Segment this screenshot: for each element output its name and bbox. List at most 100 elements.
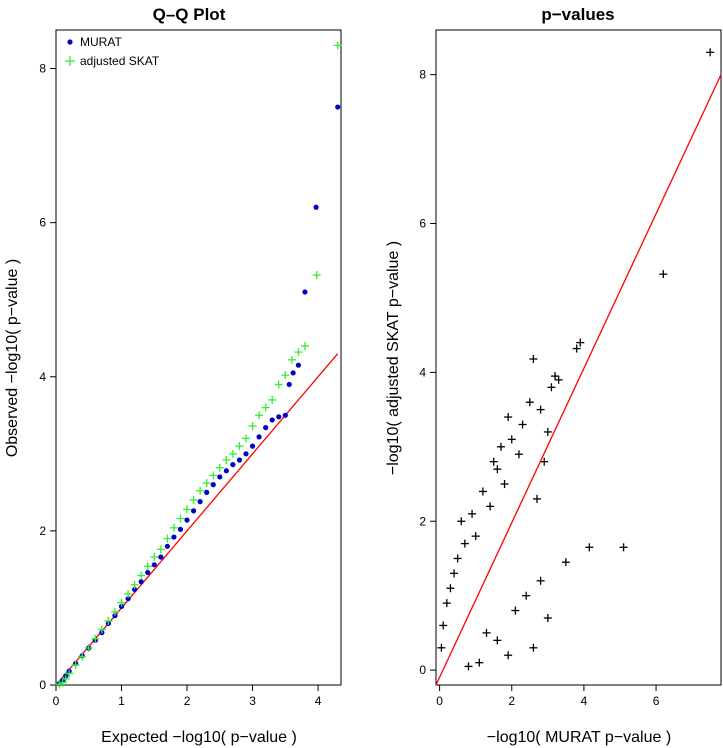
pv-point-series-0 bbox=[446, 584, 455, 593]
qq-point-series-1 bbox=[169, 523, 178, 532]
pv-point-series-0 bbox=[500, 480, 509, 489]
pv-point-series-0 bbox=[518, 420, 527, 429]
qq-point-series-1 bbox=[143, 562, 152, 571]
qq-points bbox=[55, 41, 342, 689]
qq-point-series-0 bbox=[164, 543, 170, 549]
qq-point-series-1 bbox=[196, 486, 205, 495]
pv-y-tick-label: 0 bbox=[419, 663, 426, 677]
pvalues-x-axis-label: −log10( MURAT p−value ) bbox=[487, 729, 671, 746]
qq-point-series-0 bbox=[145, 569, 151, 576]
pv-point-series-0 bbox=[511, 606, 520, 615]
qq-point-series-0 bbox=[125, 596, 131, 602]
qq-point-series-0 bbox=[230, 462, 236, 468]
qq-point-series-1 bbox=[176, 514, 185, 523]
pv-point-series-0 bbox=[547, 383, 556, 392]
qq-point-series-0 bbox=[190, 508, 197, 514]
pv-point-series-0 bbox=[464, 662, 473, 671]
qq-point-series-1 bbox=[228, 449, 237, 458]
qq-x-axis-label: Expected −log10( p−value ) bbox=[101, 729, 297, 746]
qq-point-series-1 bbox=[287, 355, 296, 364]
pv-x-tick-label: 2 bbox=[508, 694, 515, 708]
qq-point-series-0 bbox=[217, 474, 223, 480]
qq-point-series-0 bbox=[204, 489, 210, 495]
pv-y-tick-label: 2 bbox=[419, 514, 426, 528]
qq-point-series-0 bbox=[184, 517, 190, 523]
qq-point-series-0 bbox=[243, 451, 249, 457]
qq-point-series-1 bbox=[78, 652, 87, 661]
pv-point-series-0 bbox=[536, 405, 545, 414]
pv-point-series-0 bbox=[543, 427, 552, 436]
qq-point-series-1 bbox=[124, 590, 133, 599]
pv-point-series-0 bbox=[529, 354, 538, 363]
qq-y-axis-label: Observed −log10( p−value ) bbox=[4, 259, 21, 457]
qq-point-series-1 bbox=[294, 348, 303, 357]
qq-point-series-0 bbox=[158, 554, 164, 560]
pv-point-series-0 bbox=[453, 554, 462, 563]
qq-point-series-0 bbox=[132, 586, 138, 593]
qq-point-series-0 bbox=[313, 204, 319, 210]
qq-point-series-1 bbox=[274, 380, 283, 389]
qq-point-series-1 bbox=[91, 634, 100, 643]
qq-y-tick-label: 0 bbox=[39, 678, 46, 692]
qq-point-series-1 bbox=[150, 553, 159, 562]
pv-point-series-0 bbox=[496, 442, 505, 451]
qq-point-series-1 bbox=[312, 271, 321, 280]
qq-point-series-1 bbox=[255, 411, 264, 420]
pv-point-series-0 bbox=[457, 517, 466, 526]
qq-point-series-0 bbox=[286, 381, 292, 388]
qq-point-series-1 bbox=[84, 644, 93, 653]
qq-x-tick-label: 3 bbox=[249, 694, 256, 708]
qq-point-series-0 bbox=[302, 289, 308, 295]
legend-plus-icon bbox=[65, 56, 75, 66]
qq-point-series-0 bbox=[151, 562, 157, 568]
pvalues-y-axis-label: −log10( adjusted SKAT p−value ) bbox=[385, 241, 402, 475]
pv-point-series-0 bbox=[482, 628, 491, 637]
pvalues-x-axis: 0 2 4 6 bbox=[436, 685, 660, 708]
qq-reference-line bbox=[55, 353, 339, 686]
qq-point-series-0 bbox=[171, 534, 177, 540]
qq-point-series-0 bbox=[263, 425, 269, 431]
pvalues-panel: p−values 0 2 4 6 0 2 4 6 8 −log10( MURAT p−valu… bbox=[385, 5, 722, 746]
pv-point-series-0 bbox=[659, 270, 668, 279]
qq-x-tick-label: 0 bbox=[53, 694, 60, 708]
qq-point-series-1 bbox=[71, 660, 80, 669]
pv-point-series-0 bbox=[572, 344, 581, 353]
pv-point-series-0 bbox=[442, 599, 451, 608]
qq-point-series-1 bbox=[104, 617, 113, 626]
pv-x-tick-label: 4 bbox=[581, 694, 588, 708]
qq-point-series-1 bbox=[189, 496, 198, 505]
legend: MURAT adjusted SKAT bbox=[65, 35, 160, 68]
qq-point-series-1 bbox=[300, 341, 309, 350]
pv-point-series-0 bbox=[460, 539, 469, 548]
qq-point-series-1 bbox=[110, 607, 119, 616]
qq-point-series-1 bbox=[65, 669, 74, 678]
qq-point-series-0 bbox=[177, 526, 184, 532]
qq-point-series-0 bbox=[210, 482, 216, 488]
qq-point-series-1 bbox=[183, 505, 192, 514]
qq-point-series-0 bbox=[223, 468, 229, 474]
qq-point-series-0 bbox=[269, 417, 275, 423]
pv-point-series-0 bbox=[536, 576, 545, 585]
pv-point-series-0 bbox=[619, 543, 628, 552]
qq-point-series-1 bbox=[163, 534, 172, 543]
pvalues-title: p−values bbox=[541, 5, 614, 24]
legend-item-murat: MURAT bbox=[80, 35, 122, 49]
qq-point-series-1 bbox=[97, 625, 106, 634]
qq-x-tick-label: 1 bbox=[118, 694, 125, 708]
pv-point-series-0 bbox=[478, 487, 487, 496]
pv-point-series-0 bbox=[706, 48, 715, 57]
legend-dot-icon bbox=[67, 39, 73, 45]
qq-point-series-1 bbox=[156, 545, 165, 554]
qq-point-series-1 bbox=[268, 395, 277, 404]
qq-point-series-1 bbox=[130, 580, 139, 589]
pv-point-series-0 bbox=[522, 591, 531, 600]
legend-item-adjusted-skat: adjusted SKAT bbox=[80, 54, 160, 68]
qq-plot-title: Q–Q Plot bbox=[153, 5, 226, 24]
qq-point-series-1 bbox=[281, 371, 290, 380]
pv-point-series-0 bbox=[489, 457, 498, 466]
qq-point-series-1 bbox=[61, 674, 70, 683]
qq-y-tick-label: 4 bbox=[39, 370, 46, 384]
qq-x-tick-label: 4 bbox=[315, 694, 322, 708]
pv-point-series-0 bbox=[529, 643, 538, 652]
pv-point-series-0 bbox=[507, 435, 516, 444]
